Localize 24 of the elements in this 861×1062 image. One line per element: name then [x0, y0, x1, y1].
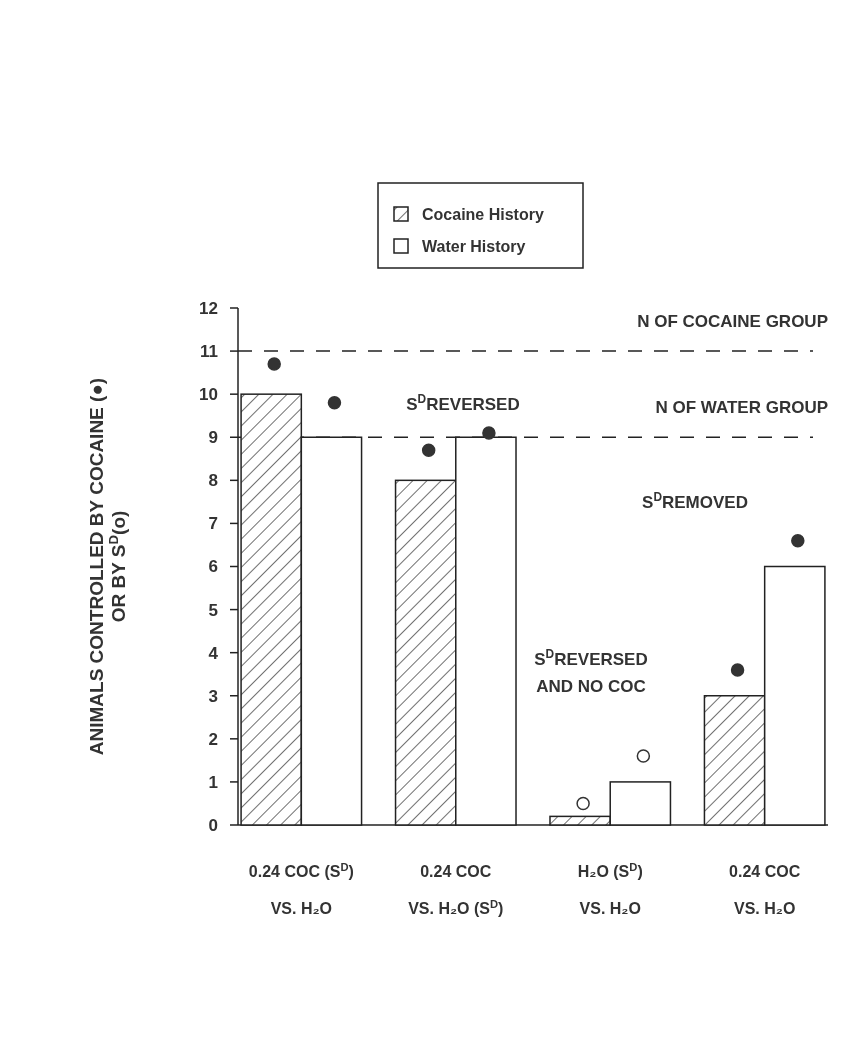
y-tick-label: 10 — [199, 385, 218, 405]
y-tick-label: 3 — [208, 686, 218, 706]
annotation: S$^{D}$REMOVED — [642, 490, 748, 512]
y-tick-label: 11 — [200, 342, 218, 362]
y-tick-label: 6 — [208, 557, 218, 577]
annotation: S$^{D}$REVERSED — [406, 392, 520, 414]
y-tick-label: 9 — [208, 428, 218, 448]
y-tick-label: 5 — [208, 600, 218, 620]
y-tick-label: 0 — [208, 815, 218, 835]
y-tick-label: 7 — [208, 514, 218, 534]
y-tick-label: 1 — [208, 772, 218, 792]
y-tick-label: 4 — [208, 643, 219, 663]
annotation: S$^{D}$REVERSED AND NO COC — [534, 647, 648, 697]
ref-line-label: N OF WATER GROUP — [655, 398, 828, 418]
category-label: 0.24 COC (S$^{D}$) VS. H₂O — [248, 861, 354, 917]
y-tick-label: 2 — [208, 729, 218, 749]
legend-label: Water History — [422, 237, 526, 255]
ref-line-label: N OF COCAINE GROUP — [637, 312, 828, 332]
legend-label: Cocaine History — [422, 205, 544, 223]
y-tick-label: 12 — [199, 298, 218, 318]
y-tick-label: 8 — [208, 471, 218, 491]
category-label: H₂O (S$^{D}$) VS. H₂O — [577, 861, 643, 917]
category-label: 0.24 COC VS. H₂O (S$^{D}$) — [408, 863, 504, 917]
category-label: 0.24 COC VS. H₂O — [729, 863, 801, 917]
